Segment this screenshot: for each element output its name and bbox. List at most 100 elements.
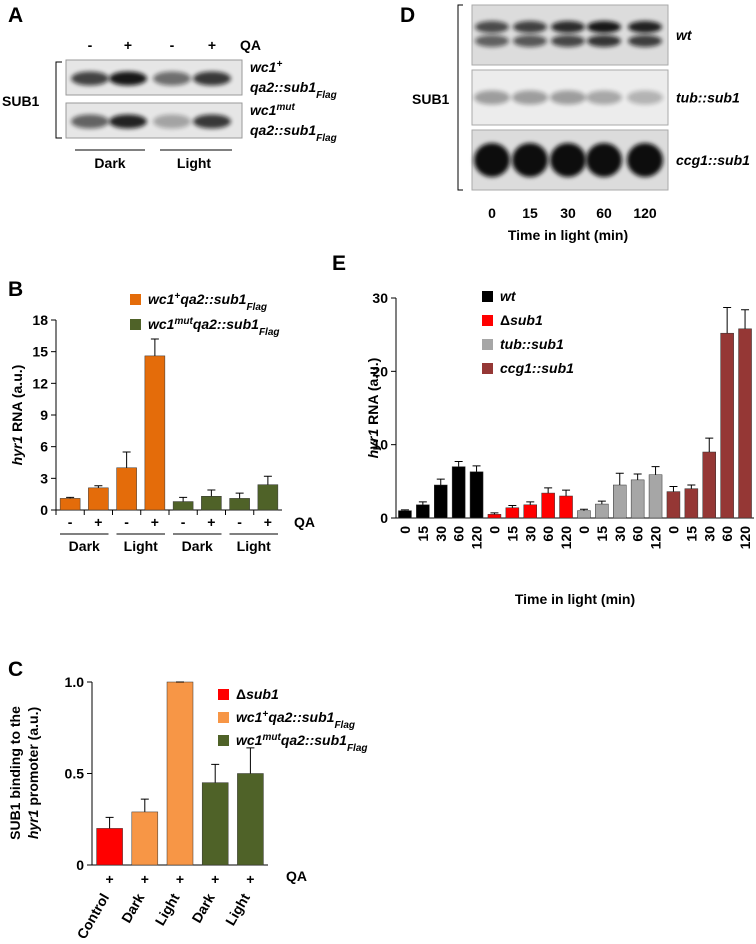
text-part: wc1 [148, 316, 175, 332]
x-tick-label: 15 [594, 526, 610, 542]
blot-band [627, 90, 663, 105]
panel-label: D [400, 4, 415, 27]
group-label: Light [237, 538, 272, 554]
row-label: ccg1::sub1 [676, 152, 750, 168]
blot-band [153, 114, 191, 129]
time-label: 0 [488, 205, 496, 221]
legend-swatch [218, 735, 229, 746]
error-bar [140, 798, 149, 812]
legend-swatch [482, 339, 493, 350]
bar [96, 828, 123, 866]
blot-band [550, 90, 586, 105]
bar [398, 510, 412, 519]
y-tick-label: 18 [32, 312, 48, 328]
y-tick-label: 6 [40, 439, 48, 455]
error-bar [235, 492, 244, 499]
qa-sign: + [208, 37, 216, 53]
blot-band [474, 143, 510, 177]
bar [702, 451, 716, 519]
qa-sign: + [176, 871, 184, 887]
group-label: Dark [69, 538, 100, 554]
bracket [55, 61, 62, 139]
y-tick-label: 0 [76, 857, 84, 873]
bracket [457, 4, 463, 191]
text-part: sub1 [246, 686, 279, 702]
x-tick-label: 120 [469, 526, 485, 550]
y-tick-label: 0 [380, 510, 388, 526]
x-tick-label: 30 [522, 526, 538, 542]
error-bar [211, 763, 220, 783]
text-part: RNA (a.u.) [9, 365, 25, 436]
x-tick-label: Control [73, 891, 112, 942]
legend-swatch [482, 363, 493, 374]
error-bar [669, 485, 678, 492]
x-tick-label: 60 [719, 526, 735, 542]
panel-label: A [8, 4, 23, 27]
text-part: mut [262, 732, 281, 743]
text-part: + [262, 709, 268, 720]
qa-sign: + [211, 871, 219, 887]
y-tick-label: 10 [372, 437, 388, 453]
time-label: 30 [560, 205, 576, 221]
blot-band [587, 21, 621, 33]
blot-band [627, 143, 663, 177]
qa-label: QA [286, 868, 307, 884]
error-bar [579, 508, 588, 511]
x-tick-label: - [68, 514, 73, 530]
error-bar [472, 465, 481, 472]
text-part: promoter (a.u.) [25, 707, 41, 810]
qa-label: QA [240, 37, 261, 53]
error-bar [687, 484, 696, 489]
y-tick-label: 15 [32, 344, 48, 360]
y-axis-title: hyr1 promoter (a.u.) [25, 707, 41, 839]
blot-band [628, 21, 662, 33]
x-tick-label: + [94, 514, 102, 530]
bar [738, 328, 752, 519]
y-tick-label: 1.0 [65, 674, 85, 690]
y-tick-label: 3 [40, 470, 48, 486]
y-axis-title: SUB1 binding to the [7, 706, 23, 840]
text-part: tub::sub1 [500, 336, 564, 352]
blot-band [586, 90, 622, 105]
bar [88, 487, 109, 511]
qa-sign: + [246, 871, 254, 887]
bar [201, 496, 222, 511]
legend-label: Δsub1 [500, 312, 543, 328]
text-part: Flag [259, 327, 280, 338]
y-axis-title: hyr1 RNA (a.u.) [365, 358, 381, 459]
x-tick-label: 30 [612, 526, 628, 542]
text-part: wc1 [236, 732, 263, 748]
text-part: wc1 [236, 709, 263, 725]
text-part: mut [276, 102, 295, 113]
y-tick-label: 20 [372, 363, 388, 379]
blot-band [109, 114, 147, 129]
bar [577, 510, 591, 519]
bar [505, 507, 520, 519]
x-tick-label: Dark [118, 890, 148, 925]
panel-label: B [8, 278, 23, 301]
row-label: wt [676, 27, 693, 43]
text-part: wt [500, 288, 517, 304]
error-bar [122, 451, 131, 468]
error-bar [615, 472, 624, 485]
group-label: Light [177, 155, 212, 171]
x-axis-title: QA [294, 514, 315, 530]
x-tick-label: 120 [737, 526, 753, 550]
text-part: Δ [236, 686, 246, 702]
y-tick-label: 0.5 [65, 766, 85, 782]
x-tick-label: 60 [630, 526, 646, 542]
error-bar [508, 505, 517, 508]
protein-label: SUB1 [412, 91, 450, 107]
bar [131, 811, 159, 866]
blot-band [513, 35, 547, 47]
legend-label: wc1+qa2::sub1Flag [236, 709, 355, 731]
text-part: qa2::sub1 [180, 291, 246, 307]
x-tick-label: + [264, 514, 272, 530]
text-part: RNA (a.u.) [365, 358, 381, 429]
time-label: 60 [596, 205, 612, 221]
error-bar [263, 475, 272, 485]
text-part: wc1 [148, 291, 175, 307]
blot-band [550, 143, 586, 177]
error-bar [490, 512, 499, 515]
blot-band [193, 114, 231, 129]
